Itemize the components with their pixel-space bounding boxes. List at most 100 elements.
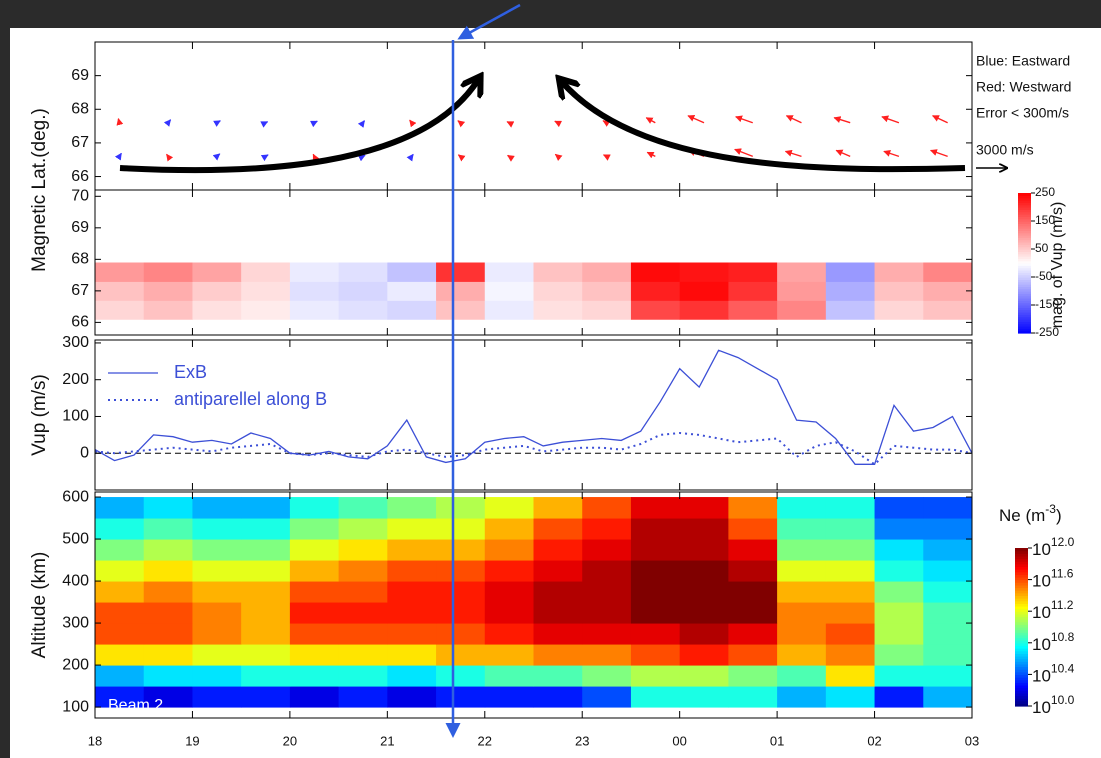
heatmap-cell — [436, 602, 486, 624]
plot-frame — [94, 339, 973, 491]
heatmap-cell — [143, 623, 193, 645]
heatmap-cell — [387, 518, 437, 540]
heatmap-cell — [728, 644, 778, 666]
legend-entry: Red: Westward — [976, 79, 1071, 95]
colorbar-segment — [1015, 571, 1028, 575]
colorbar-segment — [1018, 249, 1031, 252]
colorbar-segment — [1018, 251, 1031, 255]
colorbar-segment — [1015, 634, 1028, 639]
colorbar-segment — [1015, 605, 1028, 610]
colorbar-tick-base: 10 — [1032, 572, 1051, 591]
heatmap-cell — [484, 686, 534, 708]
heatmap-cell — [143, 602, 193, 624]
heatmap-cell — [679, 539, 729, 561]
velocity-vector — [602, 120, 611, 127]
heatmap-cell — [728, 518, 778, 540]
colorbar-segment — [1015, 700, 1028, 704]
heatmap-cell — [192, 623, 242, 645]
heatmap-cell — [728, 300, 778, 320]
heatmap-cell — [143, 300, 193, 320]
colorbar-segment — [1015, 548, 1028, 552]
colorbar-segment — [1015, 550, 1028, 554]
colorbar-tick-base: 10 — [1032, 698, 1051, 717]
y-tick-label: 68 — [71, 251, 89, 268]
heatmap-cell — [338, 560, 388, 582]
colorbar-segment — [1018, 277, 1031, 280]
colorbar-tick-exponent: 11.2 — [1051, 598, 1074, 612]
heatmap-cell — [95, 560, 145, 582]
heatmap-cell — [777, 581, 827, 603]
heatmap-cell — [241, 518, 291, 540]
heatmap-cell — [289, 518, 340, 540]
colorbar-segment — [1018, 288, 1031, 292]
colorbar-tick-exponent: 10.8 — [1051, 630, 1075, 644]
heatmap-cell — [630, 497, 681, 519]
heatmap-cell — [484, 623, 534, 645]
y-tick-label: 100 — [62, 698, 89, 715]
colorbar-segment — [1015, 555, 1028, 560]
colorbar-segment — [1015, 584, 1028, 589]
colorbar-segment — [1018, 319, 1031, 322]
heatmap-cell — [387, 581, 437, 603]
colorbar-tick-label: 250 — [1035, 185, 1055, 199]
colorbar-segment — [1015, 637, 1028, 641]
colorbar-tick-label: -250 — [1035, 325, 1059, 339]
colorbar-segment — [1018, 305, 1031, 308]
velocity-vector — [646, 151, 656, 159]
plot-frame — [94, 491, 973, 719]
colorbar-segment — [1018, 232, 1031, 236]
heatmap-cell — [143, 644, 193, 666]
heatmap-cell — [338, 602, 388, 624]
heatmap-cell — [387, 602, 437, 624]
heatmap-cell — [630, 539, 681, 561]
colorbar-segment — [1015, 603, 1028, 607]
heatmap-cell — [143, 518, 193, 540]
colorbar-segment — [1018, 298, 1031, 301]
heatmap-cell — [777, 300, 827, 320]
velocity-vector — [457, 154, 466, 162]
velocity-vector — [406, 153, 414, 162]
colorbar-segment — [1018, 253, 1031, 257]
heatmap-cell — [582, 281, 632, 301]
heatmap-cell — [923, 686, 973, 708]
heatmap-cell — [630, 560, 681, 582]
heatmap-cell — [923, 602, 973, 624]
colorbar-segment — [1015, 666, 1028, 670]
heatmap-cell — [192, 686, 242, 708]
velocity-vector — [883, 150, 900, 158]
heatmap-cell — [143, 281, 193, 301]
colorbar-segment — [1018, 202, 1031, 206]
heatmap-cell — [825, 623, 876, 645]
heatmap-cell — [630, 518, 681, 540]
velocity-vector — [932, 115, 948, 124]
heatmap-cell — [289, 686, 340, 708]
y-axis-label: Magnetic Lat.(deg.) — [29, 108, 50, 272]
heatmap-cell — [874, 644, 924, 666]
heatmap-cell — [679, 686, 729, 708]
heatmap-cell — [95, 602, 145, 624]
heatmap-cell — [923, 518, 973, 540]
colorbar-title-tail: ) — [1056, 506, 1062, 525]
colorbar-segment — [1018, 235, 1031, 238]
colorbar-segment — [1015, 645, 1028, 649]
colorbar-title: Ne (m-3) — [999, 502, 1062, 525]
heatmap-cell — [241, 281, 291, 301]
legend-entry: Error < 300m/s — [976, 105, 1069, 121]
heatmap-cell — [241, 686, 291, 708]
colorbar-segment — [1015, 642, 1028, 647]
colorbar-segment — [1015, 671, 1028, 675]
colorbar-segment — [1015, 650, 1028, 654]
heatmap-cell — [679, 602, 729, 624]
plot-layer: Blue: Eastward Red: Westward Error < 300m/… — [29, 41, 1075, 748]
velocity-vector — [507, 154, 515, 162]
velocity-vector — [213, 120, 221, 127]
velocity-vector — [409, 119, 417, 128]
heatmap-cell — [387, 539, 437, 561]
colorbar-segment — [1018, 211, 1031, 215]
heatmap-cell — [338, 281, 388, 301]
x-tick-label: 00 — [672, 733, 686, 748]
heatmap-cell — [874, 497, 924, 519]
heatmap-cell — [241, 560, 291, 582]
heatmap-cell — [192, 581, 242, 603]
x-tick-label: 21 — [380, 733, 394, 748]
